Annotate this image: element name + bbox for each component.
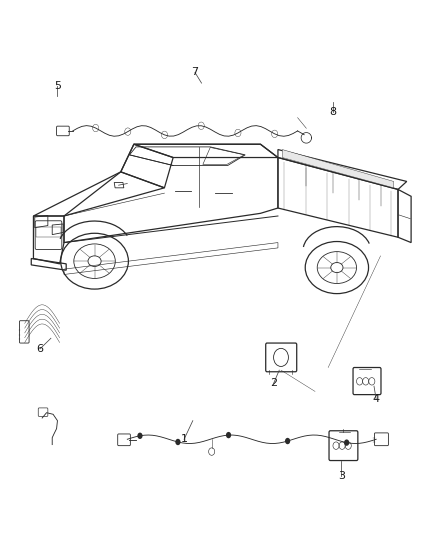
Circle shape bbox=[175, 439, 180, 445]
Circle shape bbox=[285, 438, 290, 444]
Polygon shape bbox=[283, 150, 394, 188]
Circle shape bbox=[226, 432, 231, 438]
Text: 2: 2 bbox=[270, 378, 277, 389]
Text: 4: 4 bbox=[373, 394, 380, 405]
Text: 3: 3 bbox=[338, 472, 345, 481]
Text: 8: 8 bbox=[329, 107, 336, 117]
Circle shape bbox=[344, 439, 349, 446]
Circle shape bbox=[138, 433, 143, 439]
Text: 5: 5 bbox=[54, 81, 61, 91]
Text: 1: 1 bbox=[180, 434, 187, 445]
Text: 7: 7 bbox=[191, 68, 198, 77]
Text: 6: 6 bbox=[36, 344, 43, 354]
